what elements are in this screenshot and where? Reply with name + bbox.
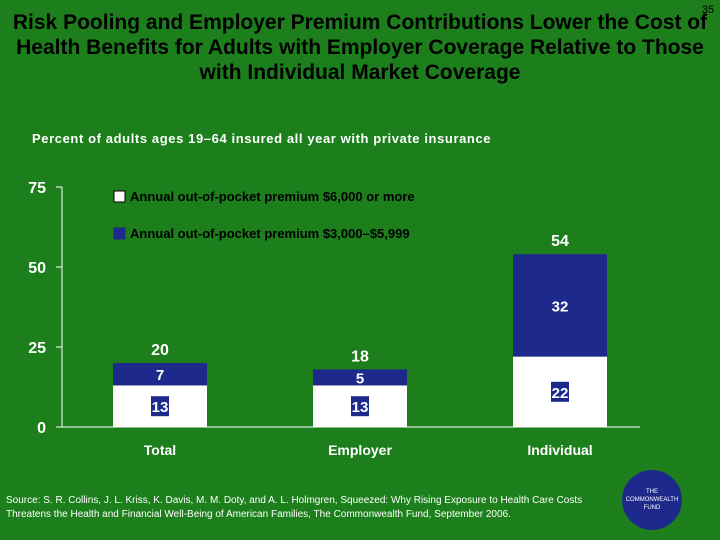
x-category-label: Individual [527, 442, 592, 458]
data-label-total: 54 [551, 233, 569, 250]
data-label-box [351, 396, 369, 417]
data-label-3000-to-5999: 5 [356, 370, 364, 387]
data-label-3000-to-5999: 32 [552, 298, 569, 315]
x-category-label: Employer [328, 442, 392, 458]
bar-segment-3000-to-5999 [113, 363, 207, 386]
legend-swatch-6000-or-more [113, 190, 126, 203]
legend-label: Annual out-of-pocket premium $6,000 or m… [130, 189, 415, 204]
data-label-6000-or-more: 13 [152, 399, 169, 416]
data-label-6000-or-more: 22 [552, 385, 569, 402]
legend-label: Annual out-of-pocket premium $3,000–$5,9… [130, 226, 410, 241]
y-tick-label: 75 [28, 180, 46, 197]
data-label-box [551, 381, 569, 402]
bar-chart: 0 25 50 75 13 7 20 Total 13 5 18 Employer 22 32 54 Indi… [28, 180, 640, 458]
y-tick-label: 0 [37, 420, 46, 437]
bar-segment-3000-to-5999 [513, 254, 607, 357]
x-category-label: Total [144, 442, 176, 458]
data-label-6000-or-more: 13 [352, 399, 369, 416]
chart-subtitle: Percent of adults ages 19–64 insured all… [32, 131, 492, 146]
logo-line-1: THE [646, 489, 658, 495]
data-label-box [151, 396, 169, 417]
commonwealth-fund-logo: THE COMMONWEALTH FUND [622, 470, 682, 530]
logo-line-2: COMMONWEALTH [625, 497, 679, 503]
legend-swatch-3000-to-5999 [113, 227, 126, 240]
y-tick-label: 25 [28, 340, 46, 357]
slide-number: 35 [701, 4, 714, 16]
bar-segment-3000-to-5999 [313, 369, 407, 386]
data-label-total: 18 [351, 348, 369, 365]
slide-title: Risk Pooling and Employer Premium Contri… [12, 11, 708, 84]
y-tick-label: 50 [28, 260, 46, 277]
logo-line-3: FUND [643, 505, 661, 511]
data-label-total: 20 [151, 342, 169, 359]
data-label-3000-to-5999: 7 [156, 367, 164, 384]
source-note: Source: S. R. Collins, J. L. Kriss, K. D… [6, 495, 583, 520]
